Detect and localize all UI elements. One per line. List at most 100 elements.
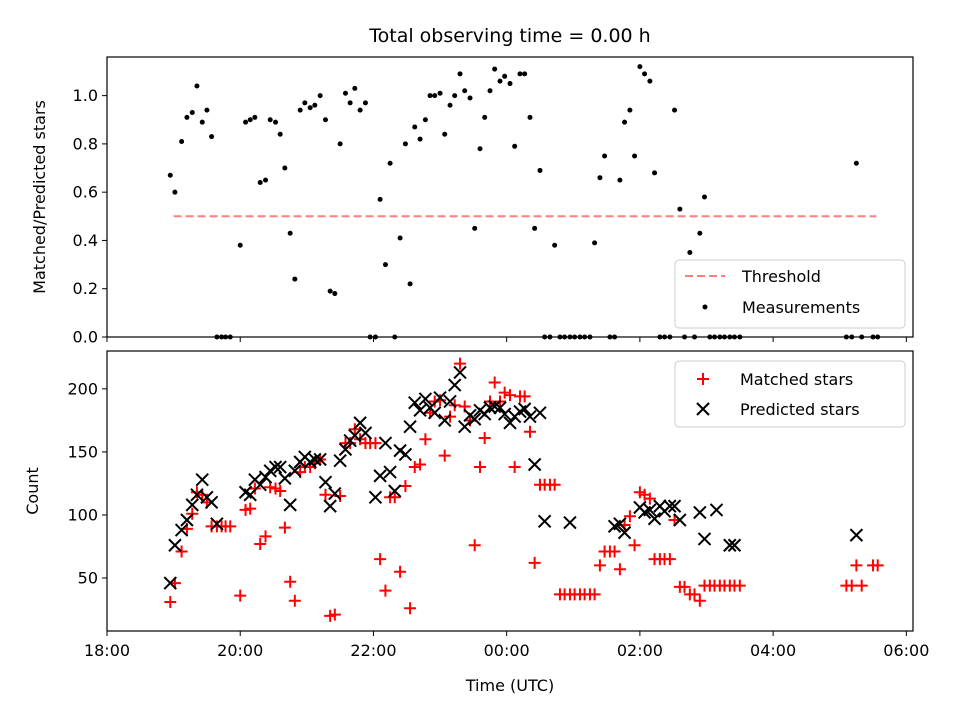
measurement-point xyxy=(347,100,353,106)
predicted-star-point xyxy=(383,465,397,479)
predicted-star-point xyxy=(243,488,257,502)
predicted-star-point xyxy=(453,365,467,380)
measurement-point xyxy=(277,131,283,137)
matched-star-point xyxy=(419,433,432,446)
ratio-y-tick-label: 0.6 xyxy=(73,183,98,202)
measurement-point xyxy=(637,64,643,70)
predicted-star-point xyxy=(323,499,337,513)
measurement-point xyxy=(257,180,263,186)
legend-threshold-label: Threshold xyxy=(741,267,821,286)
matched-star-point xyxy=(593,559,606,572)
matched-star-point xyxy=(498,386,511,399)
measurement-point xyxy=(199,119,205,125)
measurement-point xyxy=(532,225,538,231)
count-legend: Matched stars Predicted stars xyxy=(674,360,906,428)
measurement-point xyxy=(457,71,463,77)
ratio-x-axis-ticks xyxy=(106,337,907,342)
measurement-point xyxy=(467,95,473,101)
count-y-axis: 50 100 150 200 xyxy=(67,379,107,588)
matched-star-point xyxy=(288,594,301,607)
predicted-star-point xyxy=(253,477,267,492)
count-y-axis-label: Count xyxy=(23,467,42,515)
predicted-star-point xyxy=(503,416,517,430)
predicted-star-point xyxy=(168,538,182,552)
measurement-point xyxy=(617,177,623,183)
matched-star-point xyxy=(688,588,701,601)
measurement-point xyxy=(263,177,269,183)
predicted-star-point xyxy=(268,460,283,474)
predicted-star-point xyxy=(288,464,302,478)
matched-star-point xyxy=(438,449,451,462)
legend-predicted-swatch xyxy=(696,402,710,416)
predicted-star-point xyxy=(358,426,373,440)
measurement-point xyxy=(627,107,633,113)
predicted-star-point xyxy=(398,447,413,462)
measurement-point xyxy=(592,240,598,246)
predicted-star-point xyxy=(353,416,367,430)
predicted-star-point xyxy=(723,538,737,552)
chart-title: Total observing time = 0.00 h xyxy=(368,25,650,47)
measurement-point xyxy=(702,194,708,200)
ratio-y-tick-label: 0.2 xyxy=(73,279,98,298)
legend-measurements-label: Measurements xyxy=(742,298,860,317)
predicted-star-point xyxy=(537,514,552,528)
measurement-point xyxy=(167,172,173,178)
ratio-y-axis: 0.0 0.2 0.4 0.6 0.8 1.0 xyxy=(73,86,107,347)
count-y-tick-label: 200 xyxy=(67,379,98,398)
matched-star-point xyxy=(663,553,676,566)
legend-measurements-swatch xyxy=(702,304,708,310)
ratio-y-tick-label: 0.4 xyxy=(73,231,98,250)
measurement-point xyxy=(194,83,200,89)
predicted-star-point xyxy=(195,472,209,487)
measurement-point xyxy=(527,114,533,120)
predicted-star-point xyxy=(368,490,383,505)
matched-star-point xyxy=(468,539,481,552)
matched-star-point xyxy=(528,556,541,569)
measurement-point xyxy=(502,73,508,79)
predicted-star-point xyxy=(563,515,577,530)
matched-star-point xyxy=(248,482,261,495)
matched-star-point xyxy=(244,502,257,515)
matched-star-point xyxy=(474,461,487,474)
measurement-point xyxy=(377,196,383,202)
predicted-star-point xyxy=(348,428,362,443)
measurement-point xyxy=(672,107,678,113)
measurement-point xyxy=(342,90,348,96)
measurement-point xyxy=(312,102,318,108)
predicted-star-point xyxy=(185,498,199,512)
measurement-point xyxy=(204,107,210,113)
matched-star-point xyxy=(518,390,531,403)
predicted-star-point xyxy=(273,460,287,474)
measurement-point xyxy=(497,78,503,84)
matched-star-point xyxy=(328,608,341,621)
measurement-point xyxy=(189,110,195,116)
matched-star-point xyxy=(254,537,267,550)
measurement-point xyxy=(172,189,178,195)
measurement-point xyxy=(522,71,528,77)
measurement-point xyxy=(432,93,438,99)
measurement-point xyxy=(382,262,388,268)
x-tick-label: 06:00 xyxy=(883,641,929,660)
x-tick-label: 04:00 xyxy=(750,641,796,660)
matched-star-point xyxy=(623,510,636,523)
measurement-point xyxy=(552,242,558,248)
predicted-star-point xyxy=(308,452,322,467)
predicted-star-point xyxy=(483,401,497,415)
predicted-star-point xyxy=(413,403,427,417)
matched-star-point xyxy=(388,491,401,504)
matched-star-point xyxy=(508,461,521,474)
matched-star-point xyxy=(278,521,291,534)
measurement-point xyxy=(362,100,368,106)
predicted-star-point xyxy=(278,471,292,486)
legend-matched-label: Matched stars xyxy=(740,370,853,389)
measurement-point xyxy=(412,124,418,130)
measurement-point xyxy=(252,114,258,120)
measurement-point xyxy=(247,117,253,123)
measurement-point xyxy=(427,93,433,99)
matched-star-point xyxy=(871,559,884,572)
measurement-point xyxy=(472,225,478,231)
matched-star-point xyxy=(523,425,536,438)
predicted-star-point xyxy=(663,499,677,513)
